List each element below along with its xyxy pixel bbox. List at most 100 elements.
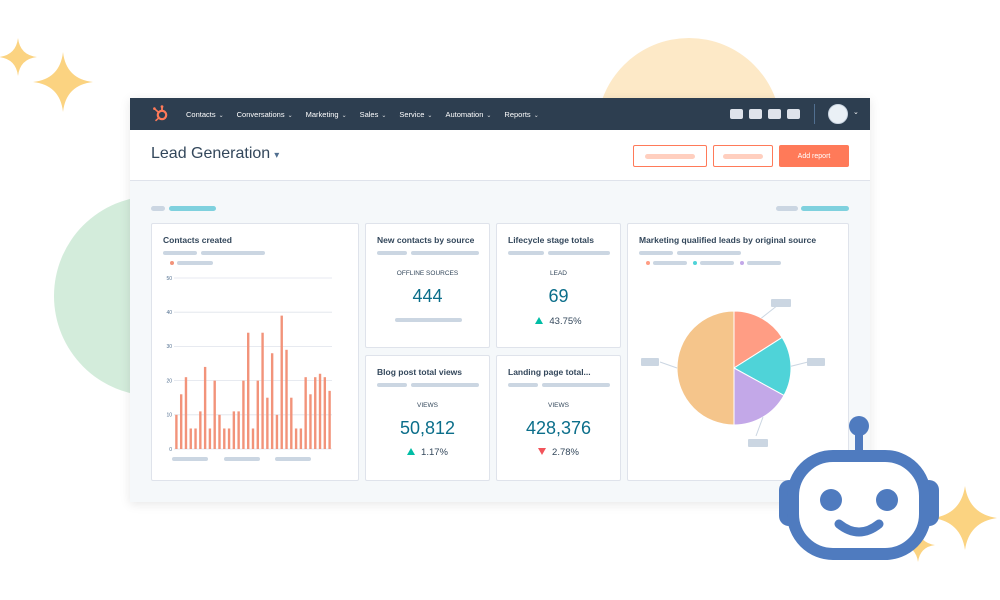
nav-item-label: Sales — [359, 109, 379, 119]
legend-dot — [740, 261, 744, 265]
subtitle-placeholder — [411, 251, 479, 255]
slice-callout-label — [807, 358, 825, 366]
nav-item-label: Service — [399, 109, 425, 119]
bar — [199, 411, 202, 449]
nav-item-automation[interactable]: Automation ⌄ — [445, 110, 491, 119]
nav-utility-icon[interactable] — [730, 109, 743, 119]
nav-item-marketing[interactable]: Marketing ⌄ — [306, 110, 347, 119]
bar — [299, 428, 303, 449]
bar — [323, 377, 327, 449]
bar — [275, 414, 279, 449]
kpi-label: OFFLINE SOURCES — [396, 270, 459, 277]
subtitle-placeholder — [508, 383, 538, 387]
filter-placeholder[interactable] — [151, 206, 165, 211]
legend-placeholder — [653, 261, 687, 265]
button-label-placeholder — [644, 153, 696, 159]
nav-utility-icon[interactable] — [787, 109, 800, 119]
add-report-button[interactable]: Add report — [779, 145, 849, 167]
kpi-change-value: 2.78% — [552, 447, 579, 458]
slice-callout-label — [771, 299, 791, 307]
blog-views-card[interactable]: Blog post total views VIEWS 50,812 1.17% — [365, 355, 490, 481]
x-axis-placeholder — [275, 457, 311, 461]
card-title: Lifecycle stage totals — [508, 235, 594, 245]
card-title: Contacts created — [163, 235, 232, 245]
nav-item-sales[interactable]: Sales ⌄ — [360, 110, 387, 119]
card-title: Marketing qualified leads by original so… — [639, 235, 817, 245]
filter-placeholder[interactable] — [169, 206, 216, 211]
bar — [175, 414, 178, 449]
sparkle-icon — [0, 38, 37, 76]
kpi-value: 69 — [548, 286, 569, 306]
robot-mascot-icon — [779, 416, 939, 560]
bar — [251, 428, 255, 449]
mql-by-source-card[interactable]: Marketing qualified leads by original so… — [627, 223, 849, 481]
bar — [179, 394, 183, 449]
bar — [256, 380, 259, 449]
subtitle-placeholder — [377, 251, 407, 255]
nav-item-label: Conversations — [236, 109, 285, 119]
nav-utility-icon[interactable] — [768, 109, 781, 119]
nav-item-reports[interactable]: Reports ⌄ — [504, 110, 538, 119]
subtitle-placeholder — [548, 251, 610, 255]
slice-callout-label — [641, 358, 659, 366]
page-header: Lead Generation ▾ Add report — [130, 130, 870, 181]
avatar[interactable] — [828, 104, 848, 124]
bar — [294, 428, 298, 449]
subtitle-placeholder — [411, 383, 479, 387]
landing-page-card[interactable]: Landing page total... VIEWS 428,376 2.78… — [496, 355, 621, 481]
bar — [328, 390, 331, 449]
secondary-button[interactable] — [713, 145, 773, 167]
pie-slice — [676, 310, 735, 426]
nav-item-label: Contacts — [186, 109, 216, 119]
chevron-down-icon: ⌄ — [218, 112, 224, 119]
dashboard-selector[interactable]: Lead Generation ▾ — [151, 145, 279, 163]
legend-dot — [646, 261, 650, 265]
bar — [314, 377, 317, 449]
dashboard-window: Contacts ⌄ Conversations ⌄ Marketing ⌄ Sale… — [130, 98, 870, 502]
chevron-down-icon: ⌄ — [427, 112, 433, 119]
x-axis-placeholder — [172, 457, 208, 461]
bar — [218, 414, 221, 449]
kpi-label: LEAD — [550, 270, 567, 277]
nav-item-conversations[interactable]: Conversations ⌄ — [237, 110, 293, 119]
bar — [203, 366, 207, 449]
leader-line — [659, 361, 678, 369]
bar-chart: 50 40 30 20 10 0 — [166, 276, 332, 453]
nav-utility-icon[interactable] — [749, 109, 762, 119]
legend-placeholder — [177, 261, 213, 265]
subtitle-placeholder — [508, 251, 544, 255]
comparison-placeholder — [395, 318, 462, 322]
sparkle-icon — [933, 486, 997, 550]
new-contacts-card[interactable]: New contacts by source OFFLINE SOURCES 4… — [365, 223, 490, 348]
filter-placeholder[interactable] — [776, 206, 798, 211]
chevron-down-icon[interactable]: ⌄ — [853, 109, 859, 116]
trend-up-icon — [407, 448, 416, 455]
secondary-button[interactable] — [633, 145, 707, 167]
bar — [266, 397, 269, 449]
subtitle-placeholder — [542, 383, 610, 387]
pie-slice — [733, 336, 792, 397]
nav-item-contacts[interactable]: Contacts ⌄ — [186, 110, 224, 119]
nav-divider — [814, 104, 815, 124]
chevron-down-icon: ⌄ — [486, 112, 492, 119]
card-title: New contacts by source — [377, 235, 475, 245]
subtitle-placeholder — [377, 383, 407, 387]
chevron-down-icon: ⌄ — [381, 112, 387, 119]
bar — [270, 353, 274, 449]
nav-item-service[interactable]: Service ⌄ — [399, 110, 432, 119]
lifecycle-stage-card[interactable]: Lifecycle stage totals LEAD 69 43.75% — [496, 223, 621, 348]
sparkle-icon — [33, 52, 93, 112]
nav-menu: Contacts ⌄ Conversations ⌄ Marketing ⌄ Sale… — [186, 98, 552, 130]
contacts-created-card[interactable]: Contacts created 50 40 30 20 10 0 — [151, 223, 359, 481]
bar — [227, 428, 231, 449]
kpi-change-value: 1.17% — [421, 447, 448, 458]
filter-placeholder[interactable] — [801, 206, 849, 211]
sprocket-logo-icon[interactable] — [152, 105, 170, 123]
kpi-value: 50,812 — [399, 418, 456, 438]
page-title: Lead Generation — [151, 145, 271, 162]
x-axis-placeholder — [224, 457, 260, 461]
chevron-down-icon: ⌄ — [341, 112, 347, 119]
bar — [213, 380, 216, 449]
y-tick-label: 0 — [169, 447, 172, 453]
